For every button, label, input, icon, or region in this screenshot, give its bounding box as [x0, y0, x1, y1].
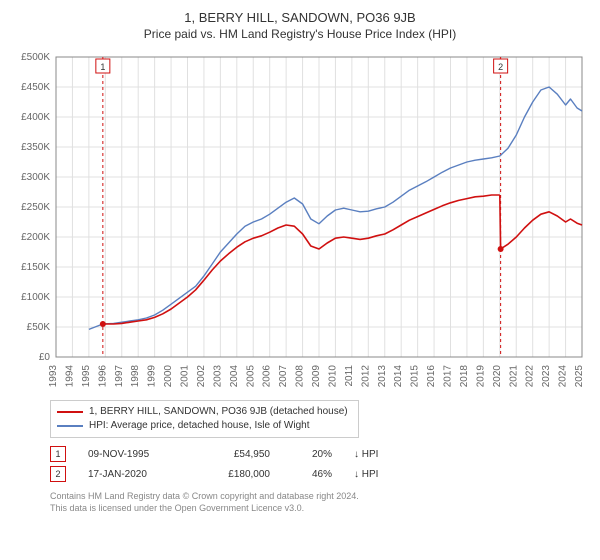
svg-text:1997: 1997: [114, 365, 125, 388]
sale-price: £54,950: [200, 449, 270, 460]
sale-suffix: HPI: [362, 449, 379, 460]
svg-text:2002: 2002: [196, 365, 207, 388]
svg-text:2007: 2007: [278, 365, 289, 388]
svg-text:1994: 1994: [64, 365, 75, 388]
legend-item: 1, BERRY HILL, SANDOWN, PO36 9JB (detach…: [57, 405, 348, 419]
svg-text:£500K: £500K: [21, 52, 50, 63]
legend-swatch: [57, 411, 83, 413]
svg-text:2009: 2009: [311, 365, 322, 388]
svg-text:2010: 2010: [327, 365, 338, 388]
svg-text:£100K: £100K: [21, 292, 50, 303]
footer-attribution: Contains HM Land Registry data © Crown c…: [50, 490, 588, 514]
svg-text:2023: 2023: [541, 365, 552, 388]
svg-text:2017: 2017: [443, 365, 454, 388]
svg-text:1: 1: [100, 62, 105, 72]
svg-text:2006: 2006: [262, 365, 273, 388]
svg-text:1993: 1993: [48, 365, 59, 388]
svg-text:2024: 2024: [558, 365, 569, 388]
svg-text:£250K: £250K: [21, 202, 50, 213]
svg-text:£350K: £350K: [21, 142, 50, 153]
footer-line: This data is licensed under the Open Gov…: [50, 502, 588, 514]
svg-text:2015: 2015: [410, 365, 421, 388]
svg-text:2000: 2000: [163, 365, 174, 388]
svg-text:2003: 2003: [212, 365, 223, 388]
sale-badge: 1: [50, 446, 66, 462]
svg-text:2020: 2020: [492, 365, 503, 388]
svg-text:£400K: £400K: [21, 112, 50, 123]
svg-text:2018: 2018: [459, 365, 470, 388]
svg-text:1998: 1998: [130, 365, 141, 388]
table-row: 2 17-JAN-2020 £180,000 46% ↓ HPI: [50, 466, 588, 482]
sale-suffix: HPI: [362, 469, 379, 480]
chart-subtitle: Price paid vs. HM Land Registry's House …: [12, 27, 588, 41]
sale-pct: 20%: [292, 449, 332, 460]
svg-text:1999: 1999: [147, 365, 158, 388]
svg-text:£450K: £450K: [21, 82, 50, 93]
down-arrow-icon: ↓: [354, 469, 359, 480]
sale-date: 09-NOV-1995: [88, 449, 178, 460]
svg-text:2: 2: [498, 62, 503, 72]
sale-arrow: ↓ HPI: [354, 449, 404, 460]
svg-text:2013: 2013: [377, 365, 388, 388]
sale-date: 17-JAN-2020: [88, 469, 178, 480]
svg-text:2008: 2008: [295, 365, 306, 388]
legend: 1, BERRY HILL, SANDOWN, PO36 9JB (detach…: [50, 400, 359, 438]
svg-text:£50K: £50K: [27, 322, 51, 333]
svg-text:£300K: £300K: [21, 172, 50, 183]
svg-text:£150K: £150K: [21, 262, 50, 273]
sale-badge: 2: [50, 466, 66, 482]
down-arrow-icon: ↓: [354, 449, 359, 460]
svg-text:2021: 2021: [508, 365, 519, 388]
svg-text:2014: 2014: [393, 365, 404, 388]
svg-text:2012: 2012: [360, 365, 371, 388]
chart-container: 1, BERRY HILL, SANDOWN, PO36 9JB Price p…: [0, 0, 600, 522]
legend-label: 1, BERRY HILL, SANDOWN, PO36 9JB (detach…: [89, 405, 348, 419]
sale-arrow: ↓ HPI: [354, 469, 404, 480]
line-chart-svg: £0 £50K £100K £150K £200K £250K £300K £350K £400…: [12, 49, 588, 389]
svg-text:1995: 1995: [81, 365, 92, 388]
svg-text:2004: 2004: [229, 365, 240, 388]
svg-text:2011: 2011: [344, 365, 355, 387]
legend-swatch: [57, 425, 83, 427]
svg-text:2019: 2019: [475, 365, 486, 388]
legend-label: HPI: Average price, detached house, Isle…: [89, 419, 310, 433]
svg-text:2005: 2005: [245, 365, 256, 388]
sale-pct: 46%: [292, 469, 332, 480]
svg-text:2025: 2025: [574, 365, 585, 388]
svg-text:2022: 2022: [525, 365, 536, 388]
svg-text:2016: 2016: [426, 365, 437, 388]
sales-table: 1 09-NOV-1995 £54,950 20% ↓ HPI 2 17-JAN…: [50, 446, 588, 482]
sale-price: £180,000: [200, 469, 270, 480]
svg-text:1996: 1996: [97, 365, 108, 388]
legend-item: HPI: Average price, detached house, Isle…: [57, 419, 348, 433]
svg-text:£0: £0: [39, 352, 51, 363]
chart-area: £0 £50K £100K £150K £200K £250K £300K £350K £400…: [12, 49, 588, 394]
footer-line: Contains HM Land Registry data © Crown c…: [50, 490, 588, 502]
svg-text:£200K: £200K: [21, 232, 50, 243]
table-row: 1 09-NOV-1995 £54,950 20% ↓ HPI: [50, 446, 588, 462]
svg-text:2001: 2001: [180, 365, 191, 388]
chart-title: 1, BERRY HILL, SANDOWN, PO36 9JB: [12, 10, 588, 25]
